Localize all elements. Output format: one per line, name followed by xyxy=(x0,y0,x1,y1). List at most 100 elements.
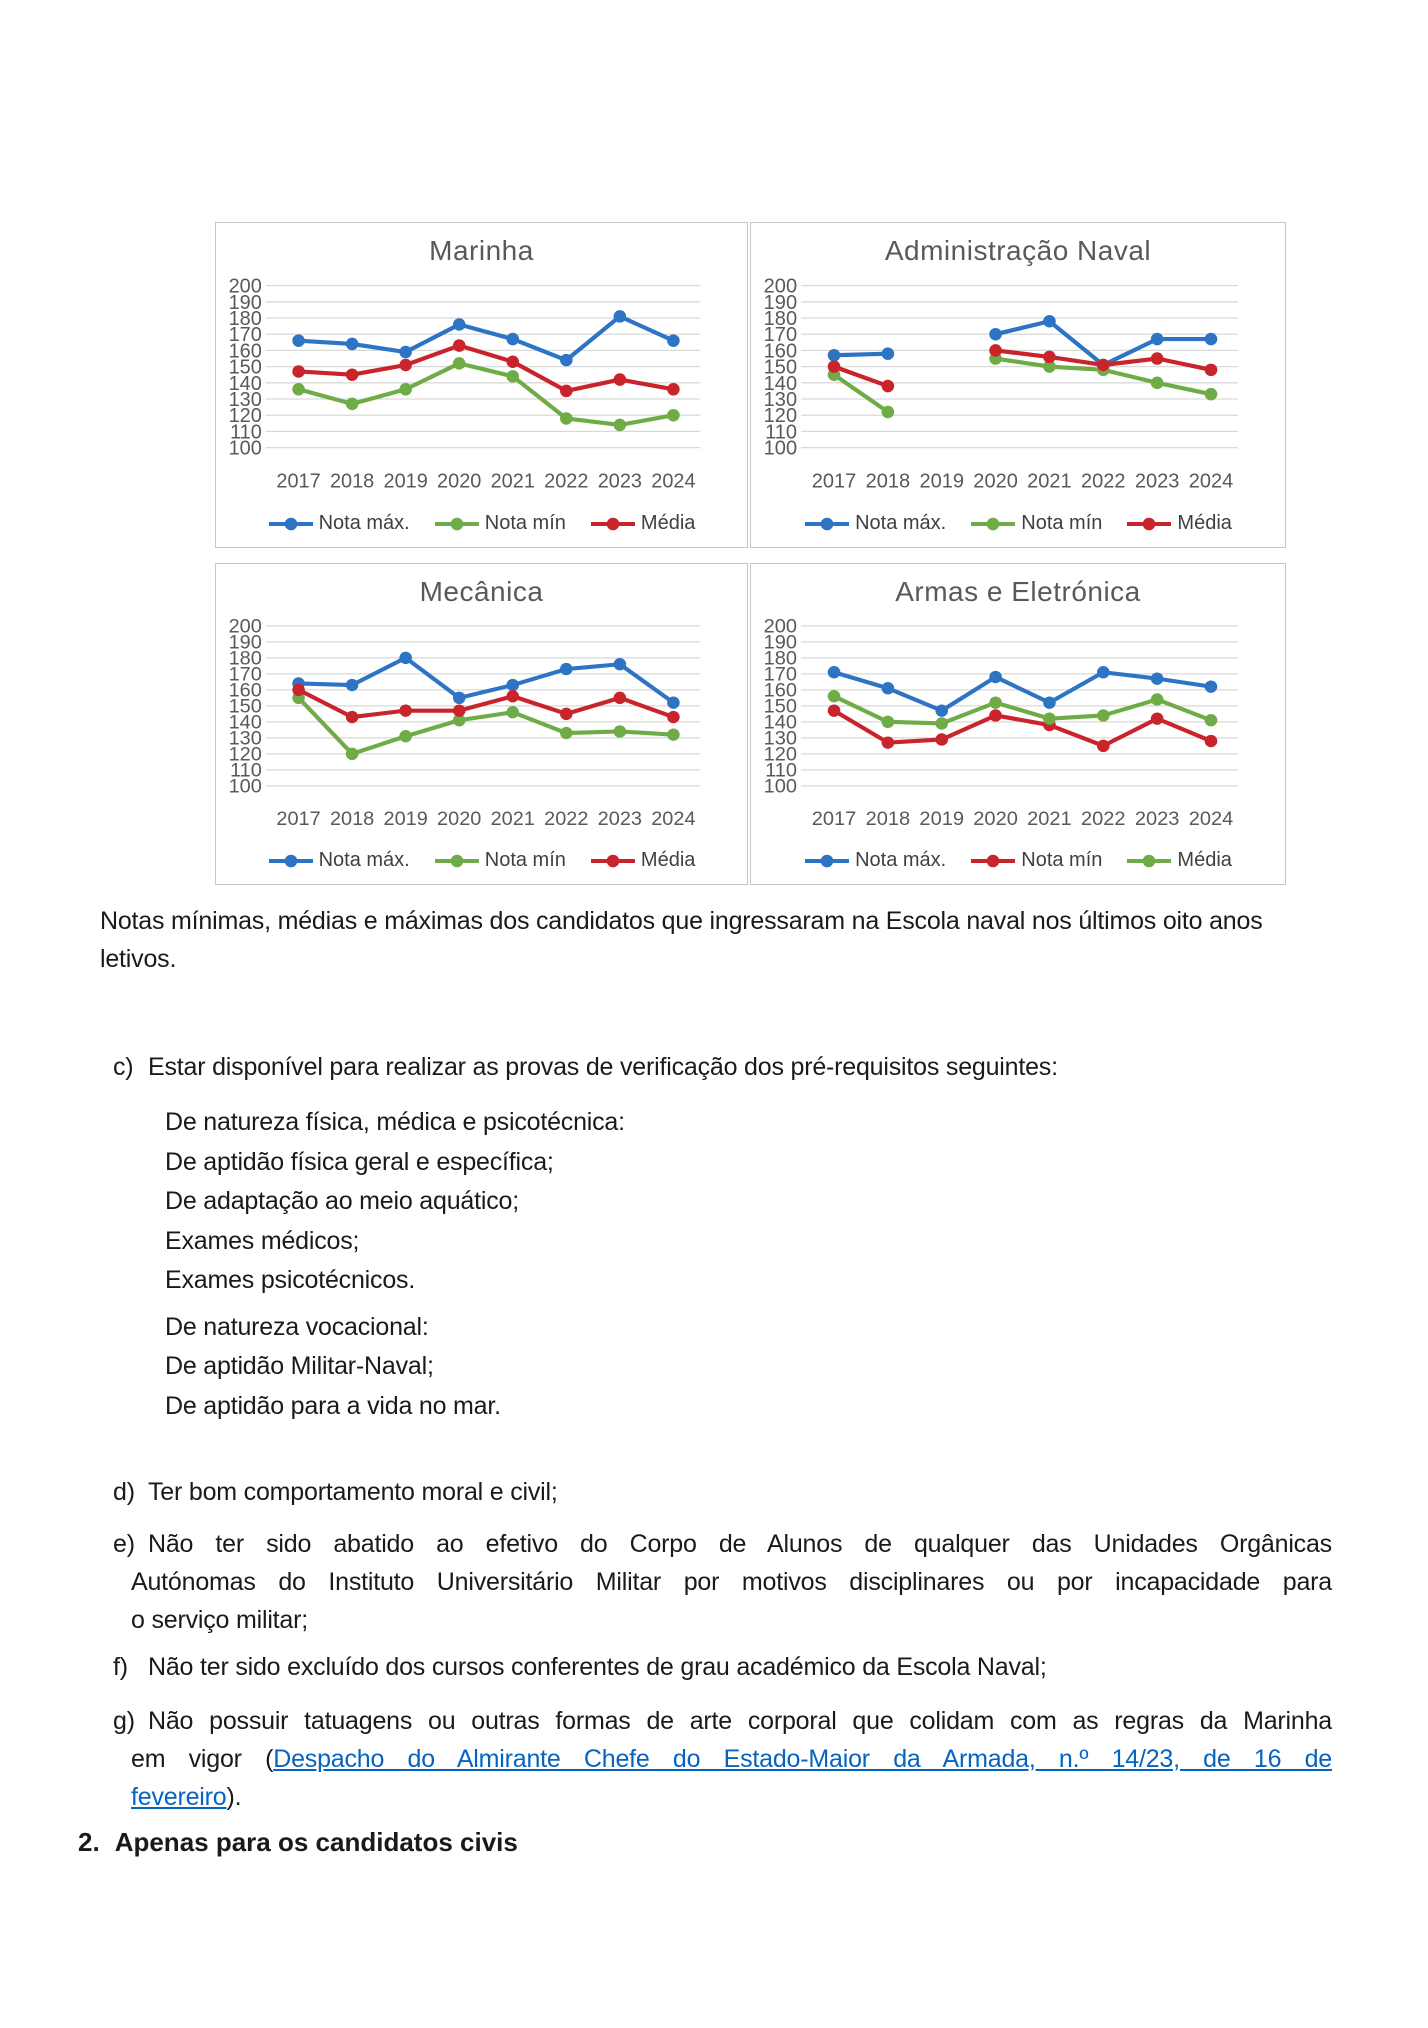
svg-text:2021: 2021 xyxy=(491,808,535,830)
svg-text:120: 120 xyxy=(229,744,262,766)
item-d: d) Ter bom comportamento moral e civil; xyxy=(100,1473,1332,1511)
item-f: f) Não ter sido excluído dos cursos conf… xyxy=(100,1648,1332,1686)
svg-text:2023: 2023 xyxy=(1135,808,1180,830)
text-line: letivos. xyxy=(100,940,1305,978)
legend-item: Média xyxy=(1126,849,1232,872)
svg-text:2019: 2019 xyxy=(919,808,964,830)
svg-text:140: 140 xyxy=(764,373,797,395)
svg-text:170: 170 xyxy=(764,664,797,686)
legend-label: Média xyxy=(640,512,696,534)
svg-text:2021: 2021 xyxy=(1027,470,1072,492)
section-2-title: Apenas para os candidatos civis xyxy=(114,1827,518,1857)
svg-text:160: 160 xyxy=(764,340,797,362)
svg-text:2024: 2024 xyxy=(651,808,695,830)
svg-text:2017: 2017 xyxy=(276,808,320,830)
legend-label: Nota máx. xyxy=(855,512,947,534)
chart-legend: Nota máx. Nota mín Média xyxy=(216,512,747,535)
text-segment: Autónomas do Instituto Universitário Mil… xyxy=(131,1568,1332,1596)
list-item: Exames médicos; xyxy=(165,1226,360,1255)
svg-text:180: 180 xyxy=(229,308,262,330)
legend-marker-icon xyxy=(434,854,479,867)
legend-marker-icon xyxy=(1127,854,1172,867)
svg-text:2020: 2020 xyxy=(437,470,481,492)
svg-text:2024: 2024 xyxy=(1189,808,1234,830)
svg-text:100: 100 xyxy=(764,776,797,798)
item-d-text: Ter bom comportamento moral e civil; xyxy=(131,1473,1332,1511)
item-g-text: Não possuir tatuagens ou outras formas d… xyxy=(131,1702,1332,1816)
svg-text:100: 100 xyxy=(229,776,262,798)
svg-text:2022: 2022 xyxy=(544,470,588,492)
svg-text:170: 170 xyxy=(229,664,262,686)
svg-text:2017: 2017 xyxy=(812,470,857,492)
legend-marker-icon xyxy=(268,517,313,530)
svg-text:120: 120 xyxy=(764,405,797,427)
svg-text:100: 100 xyxy=(764,438,797,460)
svg-text:110: 110 xyxy=(765,760,797,782)
item-c-marker: c) xyxy=(113,1053,134,1081)
text-line: Autónomas do Instituto Universitário Mil… xyxy=(131,1563,1332,1601)
legend-item: Nota máx. xyxy=(804,512,946,535)
svg-text:130: 130 xyxy=(764,389,797,411)
hyperlink[interactable]: fevereiro xyxy=(131,1783,227,1811)
svg-text:160: 160 xyxy=(764,680,797,702)
legend-label: Média xyxy=(1177,512,1232,534)
svg-text:2020: 2020 xyxy=(973,470,1018,492)
legend-label: Nota máx. xyxy=(855,849,947,871)
svg-text:2018: 2018 xyxy=(330,470,374,492)
legend-item: Média xyxy=(590,849,695,872)
list-item: Exames psicotécnicos. xyxy=(165,1266,416,1294)
legend-marker-icon xyxy=(434,517,479,530)
svg-text:2019: 2019 xyxy=(384,808,428,830)
item-e: e) Não ter sido abatido ao efetivo do Co… xyxy=(100,1525,1332,1639)
legend-label: Média xyxy=(1177,849,1232,871)
svg-text:140: 140 xyxy=(229,712,262,734)
svg-text:200: 200 xyxy=(764,276,797,298)
legend-item: Nota mín xyxy=(434,849,566,872)
legend-marker-icon xyxy=(590,517,635,530)
legend-label: Nota mín xyxy=(1021,512,1103,534)
svg-text:2022: 2022 xyxy=(1081,808,1126,830)
svg-text:120: 120 xyxy=(764,744,797,766)
section-2-number: 2. xyxy=(78,1827,100,1857)
legend-marker-icon xyxy=(805,854,850,867)
item-g-marker: g) xyxy=(113,1707,135,1735)
legend-item: Nota máx. xyxy=(268,849,410,872)
legend-marker-icon xyxy=(268,854,313,867)
text-segment: letivos. xyxy=(100,945,177,973)
list-item: De adaptação ao meio aquático; xyxy=(165,1187,519,1215)
svg-text:2017: 2017 xyxy=(812,808,857,830)
chart-title: Administração Naval xyxy=(884,235,1152,266)
svg-text:160: 160 xyxy=(229,340,262,362)
svg-text:130: 130 xyxy=(229,389,262,411)
item-g: g) Não possuir tatuagens ou outras forma… xyxy=(100,1702,1332,1816)
text-segment: Não ter sido abatido ao efetivo do Corpo… xyxy=(148,1530,1332,1558)
svg-text:120: 120 xyxy=(229,405,262,427)
text-line: o serviço militar; xyxy=(131,1601,1332,1639)
figure-caption: Notas mínimas, médias e máximas dos cand… xyxy=(100,902,1305,978)
hyperlink[interactable]: Despacho do Almirante Chefe do Estado-Ma… xyxy=(273,1745,1332,1773)
svg-text:190: 190 xyxy=(764,632,797,654)
legend-marker-icon xyxy=(1127,517,1172,530)
text-segment: Notas mínimas, médias e máximas dos cand… xyxy=(100,907,1263,935)
svg-text:190: 190 xyxy=(229,632,262,654)
svg-text:170: 170 xyxy=(764,324,797,346)
item-c: c) Estar disponível para realizar as pro… xyxy=(100,1048,1332,1086)
svg-text:130: 130 xyxy=(229,728,262,750)
legend-item: Nota máx. xyxy=(804,849,946,872)
legend-item: Nota mín xyxy=(970,849,1102,872)
svg-text:2022: 2022 xyxy=(544,808,588,830)
legend-marker-icon xyxy=(805,517,850,530)
svg-text:180: 180 xyxy=(764,308,797,330)
legend-marker-icon xyxy=(971,517,1016,530)
legend-item: Nota mín xyxy=(970,512,1102,535)
item-e-marker: e) xyxy=(113,1530,135,1558)
text-segment: Não possuir tatuagens ou outras formas d… xyxy=(148,1707,1332,1735)
legend-item: Média xyxy=(590,512,695,535)
svg-text:200: 200 xyxy=(764,616,797,638)
prerequisites-list: De natureza física, médica e psicotécnic… xyxy=(165,1103,1265,1426)
list-item: De natureza física, médica e psicotécnic… xyxy=(165,1108,625,1136)
chart-administracao-naval: Administração Naval 100 110 120 130 140 150 16… xyxy=(750,222,1286,548)
svg-text:140: 140 xyxy=(764,712,797,734)
text-line: Não ter sido abatido ao efetivo do Corpo… xyxy=(131,1525,1332,1563)
